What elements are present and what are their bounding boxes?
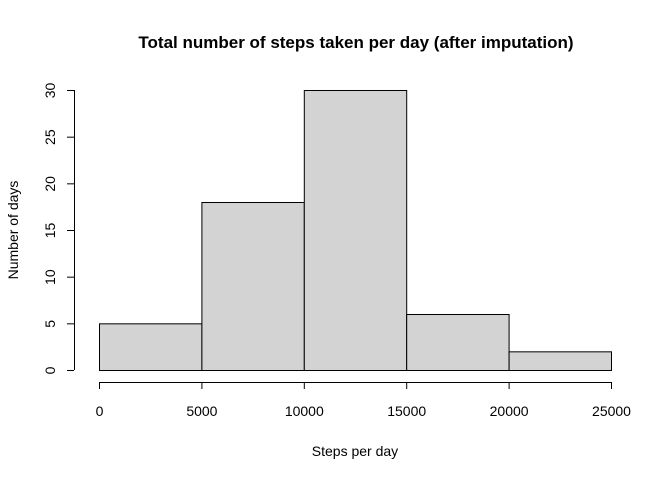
y-axis-label: Number of days [5,181,21,280]
chart-title: Total number of steps taken per day (aft… [138,33,573,52]
x-axis: 0 5000 10000 15000 20000 25000 [96,382,631,419]
y-axis: 0 5 10 15 20 25 30 [42,83,75,374]
y-tick-label-5: 25 [42,129,58,145]
x-axis-label: Steps per day [312,443,398,459]
y-tick-label-4: 20 [42,176,58,192]
y-tick-label-0: 0 [42,366,58,374]
histogram-bar-3 [406,314,510,371]
x-tick-label-2: 10000 [285,403,324,419]
y-tick-label-3: 15 [42,223,58,239]
histogram-bar-0 [99,323,203,372]
x-tick-label-0: 0 [96,403,104,419]
histogram-bar-4 [508,351,613,372]
y-tick-label-6: 30 [42,83,58,99]
x-tick-label-5: 25000 [592,403,631,419]
y-tick-label-1: 5 [42,320,58,328]
x-tick-label-1: 5000 [186,403,217,419]
bars-group [99,90,613,372]
x-tick-label-3: 15000 [387,403,426,419]
histogram-bar-1 [201,202,305,371]
x-tick-label-4: 20000 [490,403,529,419]
histogram-bar-2 [303,90,408,371]
y-tick-label-2: 10 [42,269,58,285]
